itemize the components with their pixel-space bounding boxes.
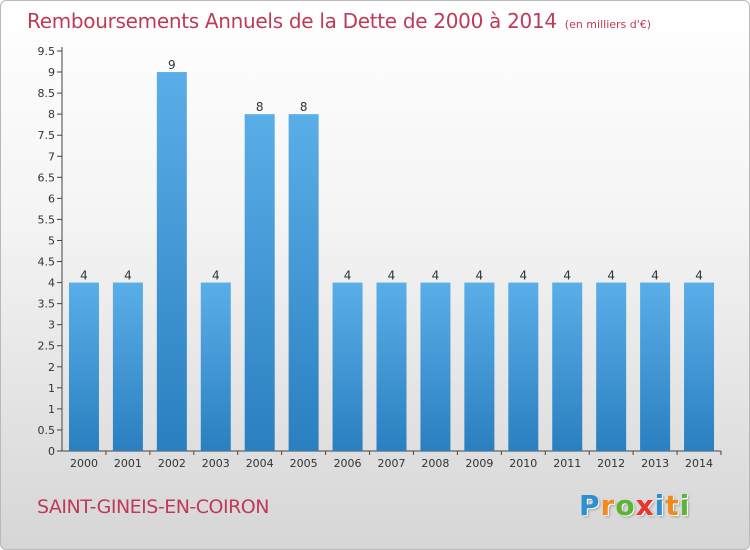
- y-tick-label: 9.5: [38, 45, 56, 58]
- logo-letter: t: [665, 489, 680, 522]
- y-tick-label: 2: [48, 361, 55, 374]
- data-label: 8: [256, 100, 264, 114]
- commune-name: SAINT-GINEIS-EN-COIRON: [37, 496, 269, 518]
- bar: [156, 72, 187, 451]
- bar: [596, 282, 627, 451]
- x-tick-label: 2007: [378, 457, 406, 470]
- y-tick-label: 1: [48, 403, 55, 416]
- data-label: 8: [300, 100, 308, 114]
- data-label: 4: [388, 269, 396, 283]
- bar: [420, 282, 451, 451]
- y-tick-label: 3.5: [38, 298, 56, 311]
- bar: [552, 282, 583, 451]
- chart-title: Remboursements Annuels de la Dette de 20…: [27, 9, 651, 33]
- data-label: 4: [519, 269, 527, 283]
- y-tick-label: 5: [48, 234, 55, 247]
- x-tick-label: 2006: [334, 457, 362, 470]
- bar: [640, 282, 671, 451]
- y-tick-label: 4: [48, 277, 55, 290]
- x-tick-label: 2011: [553, 457, 581, 470]
- y-tick-label: 7.5: [38, 129, 56, 142]
- y-tick-label: 1: [48, 382, 55, 395]
- logo-letter: r: [600, 489, 616, 522]
- logo-letter: i: [654, 489, 666, 522]
- y-tick-label: 8.5: [38, 87, 56, 100]
- data-label: 4: [124, 269, 132, 283]
- y-tick-label: 0.5: [38, 424, 56, 437]
- title-text: Remboursements Annuels de la Dette de 20…: [27, 9, 557, 33]
- y-tick-label: 6: [48, 192, 55, 205]
- y-tick-label: 3: [48, 319, 55, 332]
- y-tick-label: 0: [48, 445, 55, 458]
- y-tick-label: 2.5: [38, 340, 56, 353]
- x-tick-label: 2012: [597, 457, 625, 470]
- y-tick-label: 5.5: [38, 213, 56, 226]
- bar: [464, 282, 495, 451]
- data-label: 4: [212, 269, 220, 283]
- bar: [288, 114, 319, 451]
- logo-letter: x: [635, 489, 655, 522]
- data-label: 4: [651, 269, 659, 283]
- data-label: 4: [607, 269, 615, 283]
- x-tick-label: 2000: [70, 457, 98, 470]
- x-tick-label: 2013: [641, 457, 669, 470]
- logo-letter: P: [579, 489, 601, 522]
- chart-subtitle: (en milliers d'€): [564, 18, 652, 31]
- x-tick-label: 2004: [246, 457, 274, 470]
- x-tick-label: 2005: [290, 457, 318, 470]
- x-tick-label: 2003: [202, 457, 230, 470]
- y-tick-label: 8: [48, 108, 55, 121]
- x-tick-label: 2001: [114, 457, 142, 470]
- y-tick-label: 4.5: [38, 256, 56, 269]
- x-tick-label: 2010: [509, 457, 537, 470]
- data-label: 4: [80, 269, 88, 283]
- bar: [112, 282, 143, 451]
- data-label: 9: [168, 58, 176, 72]
- data-label: 4: [432, 269, 440, 283]
- x-tick-label: 2002: [158, 457, 186, 470]
- x-tick-label: 2008: [421, 457, 449, 470]
- y-tick-label: 6.5: [38, 171, 56, 184]
- bar: [332, 282, 363, 451]
- data-label: 4: [344, 269, 352, 283]
- bar: [68, 282, 99, 451]
- bar: [508, 282, 539, 451]
- bar: [200, 282, 231, 451]
- data-label: 4: [563, 269, 571, 283]
- bar: [244, 114, 275, 451]
- bar: [684, 282, 715, 451]
- y-tick-label: 9: [48, 66, 55, 79]
- logo-letter: o: [615, 489, 636, 522]
- bar: [376, 282, 407, 451]
- y-tick-label: 7: [48, 150, 55, 163]
- x-tick-label: 2009: [465, 457, 493, 470]
- data-label: 4: [476, 269, 484, 283]
- proxiti-logo[interactable]: Proxiti: [579, 489, 690, 522]
- x-tick-label: 2014: [685, 457, 713, 470]
- data-label: 4: [695, 269, 703, 283]
- logo-letter: i: [679, 489, 691, 522]
